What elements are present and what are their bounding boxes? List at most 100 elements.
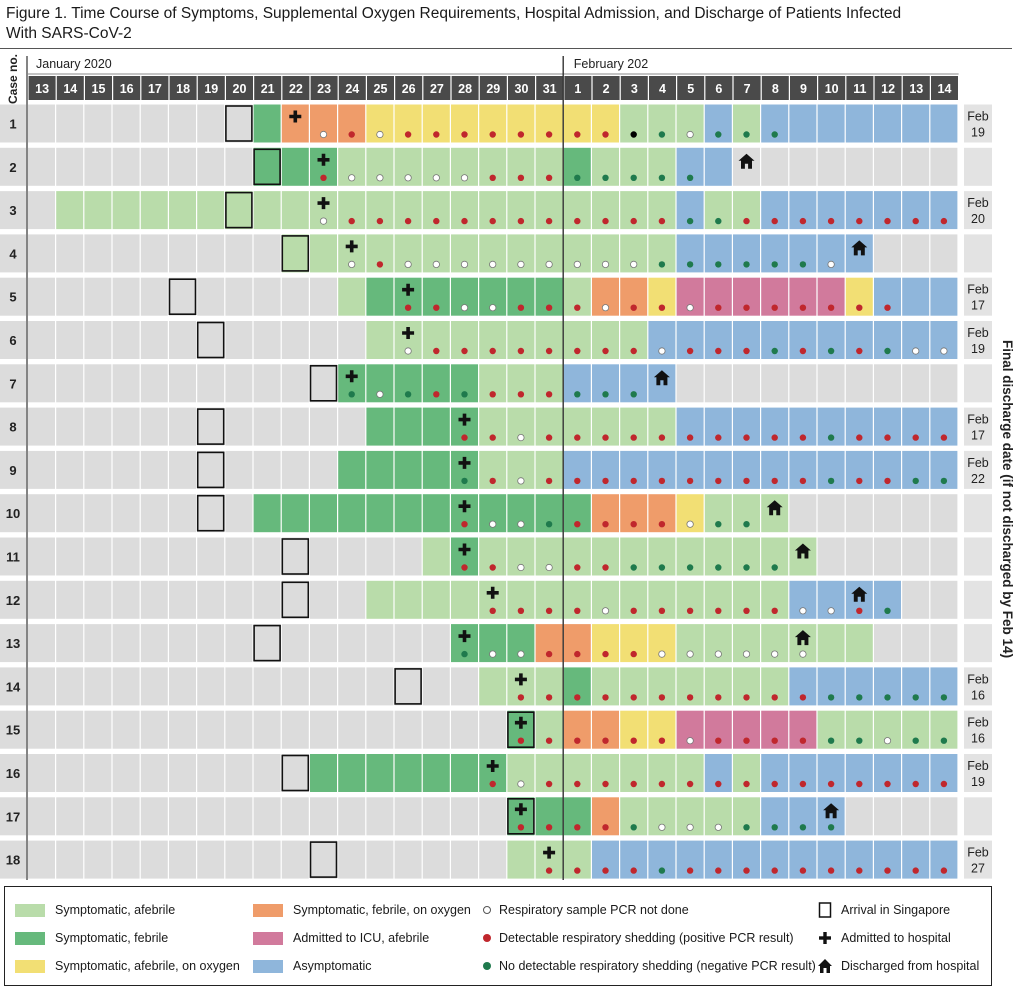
- day-header-label: 8: [772, 82, 779, 96]
- arrival-box-icon: [818, 902, 832, 918]
- pcr-result-dot: [630, 521, 637, 528]
- status-cell: [902, 364, 930, 403]
- case-number-label: 3: [9, 203, 16, 218]
- pcr-result-dot: [461, 131, 468, 138]
- pcr-result-dot: [827, 607, 835, 615]
- pcr-result-dot: [602, 564, 609, 571]
- pcr-result-dot: [658, 823, 666, 831]
- pcr-result-dot: [658, 564, 666, 571]
- status-cell: [394, 797, 422, 836]
- status-cell: [225, 797, 253, 836]
- status-cell: [56, 710, 84, 749]
- pcr-result-dot: [799, 217, 807, 225]
- pcr-result-dot: [489, 477, 496, 485]
- pcr-result-dot: [630, 391, 637, 398]
- pcr-result-dot: [545, 477, 553, 485]
- status-cell: [112, 754, 140, 792]
- case-number-cell: [0, 147, 26, 186]
- admitted-cross-icon: [819, 932, 831, 944]
- final-discharge-day: 20: [971, 212, 985, 226]
- case-number-label: 5: [9, 290, 16, 305]
- pcr-result-dot: [771, 261, 778, 268]
- pcr-result-dot: [743, 131, 750, 138]
- status-cell: [479, 797, 507, 836]
- pcr-result-dot: [771, 564, 778, 571]
- pcr-result-dot: [574, 217, 581, 225]
- pcr-result-dot: [433, 304, 440, 311]
- pcr-result-dot: [658, 131, 666, 138]
- discharged-marker: [823, 803, 840, 819]
- status-cell: [112, 624, 140, 663]
- status-cell: [84, 710, 112, 749]
- final-discharge-month: Feb: [967, 456, 989, 470]
- pcr-result-dot: [771, 217, 778, 225]
- pcr-result-dot: [348, 391, 355, 398]
- pcr-result-dot: [883, 737, 892, 745]
- final-discharge-cell: [964, 407, 992, 446]
- legend-swatch-symptomatic-febrile: [15, 931, 45, 945]
- pcr-result-dot: [517, 780, 525, 788]
- pcr-result-dot: [404, 304, 412, 311]
- pcr-result-dot: [545, 260, 553, 268]
- status-cell: [451, 754, 478, 792]
- status-cell: [197, 754, 225, 792]
- pcr-result-dot: [686, 650, 694, 658]
- status-cell: [56, 407, 84, 446]
- status-cell: [930, 277, 958, 316]
- status-cell: [930, 147, 958, 186]
- day-header-cell: [28, 76, 56, 100]
- status-cell: [28, 797, 55, 836]
- status-cell: [310, 364, 337, 403]
- status-cell: [28, 277, 55, 316]
- month-label-february: February 202: [574, 57, 648, 71]
- status-cell: [197, 797, 225, 836]
- case-number-cell: [0, 580, 26, 619]
- status-cell: [648, 364, 676, 403]
- pcr-result-dot: [630, 434, 637, 441]
- status-cell: [930, 104, 958, 143]
- pcr-result-dot: [715, 304, 722, 311]
- day-header-label: 23: [317, 82, 331, 96]
- status-cell: [84, 797, 112, 836]
- day-header-label: 4: [659, 82, 666, 96]
- status-cell: [310, 494, 337, 533]
- case-number-label: 11: [6, 550, 20, 565]
- pcr-result-dot: [827, 824, 835, 831]
- pcr-result-dot: [799, 694, 807, 701]
- status-cell: [140, 104, 168, 143]
- status-cell: [310, 624, 337, 663]
- day-header-cell: [338, 76, 366, 100]
- status-cell: [112, 494, 140, 533]
- pcr-result-dot: [658, 434, 666, 441]
- pcr-result-dot: [940, 217, 948, 225]
- status-cell: [366, 537, 394, 576]
- status-cell: [394, 667, 422, 706]
- case-number-cell: [0, 277, 26, 316]
- day-header-label: 19: [204, 82, 218, 96]
- legend-item-pcr-positive: Detectable respiratory shedding (positiv…: [483, 929, 794, 947]
- pcr-result-dot: [884, 347, 891, 355]
- pcr-positive-icon: [483, 934, 491, 942]
- pcr-result-dot: [574, 131, 581, 138]
- pcr-result-dot: [545, 174, 553, 181]
- status-cell: [112, 537, 140, 576]
- status-cell: [56, 450, 84, 489]
- day-header-label: 5: [687, 82, 694, 96]
- status-cell: [253, 364, 281, 403]
- status-cell: [28, 667, 55, 706]
- pcr-result-dot: [686, 347, 694, 355]
- final-discharge-month: Feb: [967, 759, 989, 773]
- day-header-cell: [197, 76, 225, 100]
- pcr-result-dot: [489, 260, 497, 268]
- status-cell: [366, 797, 394, 836]
- day-header-cell: [620, 76, 648, 100]
- status-cell: [422, 754, 450, 792]
- status-cell: [112, 364, 140, 403]
- day-header-cell: [508, 76, 535, 100]
- pcr-result-dot: [460, 260, 469, 268]
- status-cell: [253, 537, 281, 576]
- final-discharge-cell: [964, 840, 992, 879]
- pcr-result-dot: [630, 867, 637, 874]
- pcr-result-dot: [912, 217, 919, 225]
- status-cell: [451, 580, 478, 619]
